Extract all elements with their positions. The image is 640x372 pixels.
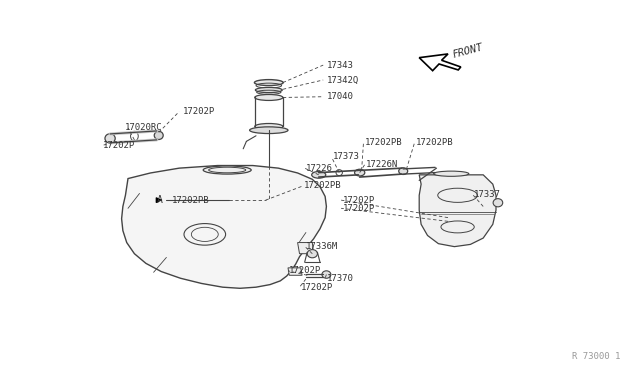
Polygon shape: [419, 175, 496, 247]
Polygon shape: [419, 54, 461, 71]
Text: 17202P: 17202P: [342, 204, 374, 213]
Ellipse shape: [355, 169, 365, 176]
Polygon shape: [298, 243, 314, 254]
Text: 17373: 17373: [333, 153, 360, 161]
Ellipse shape: [204, 166, 251, 174]
Text: 17202P: 17202P: [289, 266, 321, 275]
Text: 17202P: 17202P: [102, 141, 134, 150]
Text: FRONT: FRONT: [451, 42, 484, 60]
Ellipse shape: [322, 271, 331, 278]
Ellipse shape: [105, 134, 115, 143]
Text: R 73000 1: R 73000 1: [572, 352, 621, 361]
Text: 17202PB: 17202PB: [416, 138, 454, 147]
Text: 17202PB: 17202PB: [365, 138, 403, 147]
Ellipse shape: [307, 250, 317, 258]
Text: 17020RC: 17020RC: [125, 124, 163, 132]
Ellipse shape: [255, 94, 283, 100]
Text: 17342Q: 17342Q: [326, 76, 358, 84]
Text: A: A: [157, 195, 163, 205]
Text: 17202P: 17202P: [182, 107, 214, 116]
Polygon shape: [122, 166, 326, 288]
Ellipse shape: [399, 168, 408, 174]
Text: 17343: 17343: [326, 61, 353, 70]
Text: 17370: 17370: [326, 274, 353, 283]
Ellipse shape: [255, 87, 282, 93]
Text: 17336M: 17336M: [306, 242, 338, 251]
Ellipse shape: [493, 199, 503, 207]
Text: 17202PB: 17202PB: [304, 182, 342, 190]
Ellipse shape: [255, 124, 283, 129]
Ellipse shape: [250, 127, 288, 134]
Text: 17202P: 17202P: [301, 283, 333, 292]
Ellipse shape: [434, 171, 468, 176]
Text: 17226: 17226: [306, 164, 333, 173]
Text: 17040: 17040: [326, 92, 353, 101]
Ellipse shape: [154, 131, 163, 140]
Polygon shape: [288, 268, 302, 275]
Ellipse shape: [255, 80, 283, 86]
Text: 17202P: 17202P: [342, 196, 374, 205]
Text: 17226N: 17226N: [366, 160, 398, 169]
Ellipse shape: [312, 171, 326, 178]
Text: 17337: 17337: [474, 190, 500, 199]
Text: 17202PB: 17202PB: [172, 196, 209, 205]
